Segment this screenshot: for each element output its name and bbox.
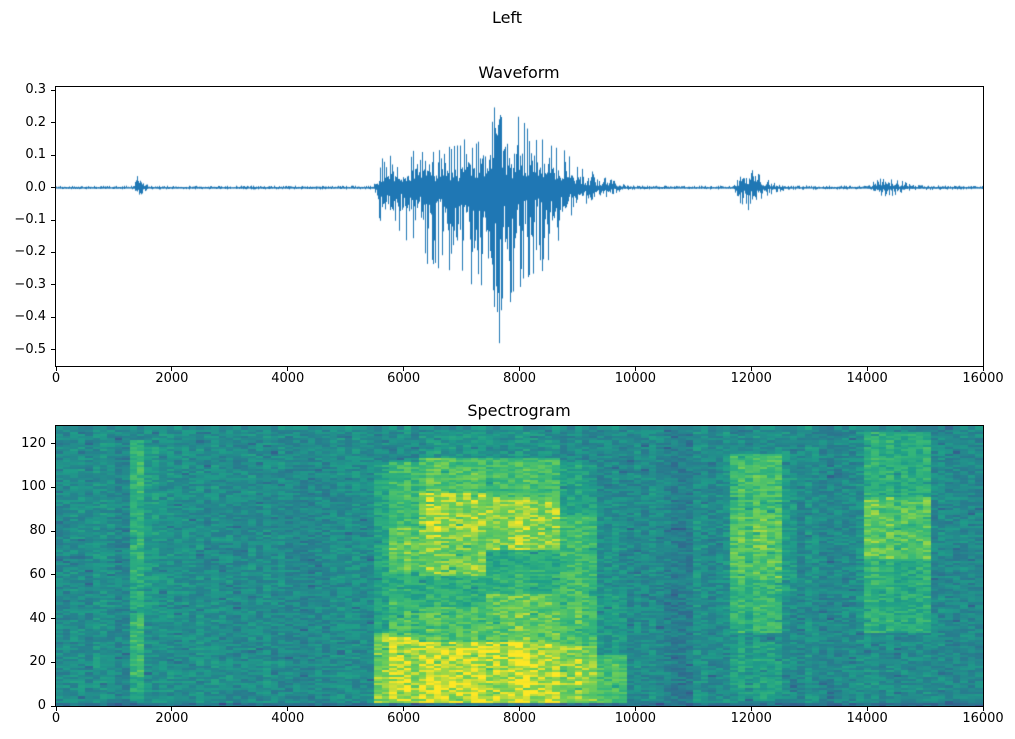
spectrogram-y-tick-label: 0 xyxy=(37,698,46,713)
waveform-x-tick xyxy=(982,367,984,371)
waveform-plot xyxy=(55,86,984,367)
waveform-y-tick xyxy=(51,154,55,156)
waveform-y-tick xyxy=(51,89,55,91)
spectrogram-x-tick xyxy=(866,707,868,711)
spectrogram-y-tick xyxy=(51,443,55,444)
waveform-y-tick-label: 0.3 xyxy=(25,82,46,98)
spectrogram-y-tick-label: 120 xyxy=(21,435,46,451)
spectrogram-y-tick xyxy=(51,618,55,619)
waveform-x-tick-label: 8000 xyxy=(502,371,537,386)
spectrogram-x-tick-label: 0 xyxy=(51,711,61,726)
waveform-canvas xyxy=(56,87,983,366)
spectrogram-x-tick-label: 10000 xyxy=(614,711,657,726)
spectrogram-x-tick xyxy=(171,707,173,711)
waveform-y-tick-label: −0.1 xyxy=(14,212,46,227)
spectrogram-x-tick xyxy=(403,707,405,711)
waveform-y-tick-label: −0.3 xyxy=(14,276,46,292)
waveform-y-tick-label: −0.4 xyxy=(14,309,46,325)
spectrogram-x-tick-label: 4000 xyxy=(271,711,305,726)
waveform-x-tick-label: 6000 xyxy=(387,371,421,386)
spectrogram-x-tick xyxy=(519,707,520,711)
spectrogram-x-tick-label: 2000 xyxy=(155,711,189,726)
spectrogram-title: Spectrogram xyxy=(467,401,571,420)
waveform-title: Waveform xyxy=(478,63,560,82)
waveform-y-tick-label: −0.5 xyxy=(14,341,46,357)
waveform-y-tick-label: 0.1 xyxy=(25,147,46,163)
spectrogram-x-tick-label: 8000 xyxy=(502,711,537,726)
waveform-y-tick xyxy=(51,316,55,318)
spectrogram-y-tick-label: 100 xyxy=(21,479,46,495)
waveform-x-tick xyxy=(403,367,405,371)
spectrogram-y-tick-label: 20 xyxy=(29,654,46,670)
waveform-y-tick xyxy=(51,284,55,286)
spectrogram-x-tick-label: 14000 xyxy=(846,711,888,726)
waveform-x-tick xyxy=(634,367,636,371)
spectrogram-x-tick-label: 12000 xyxy=(730,711,772,726)
waveform-y-tick xyxy=(51,122,55,124)
waveform-x-tick-label: 14000 xyxy=(846,371,888,386)
waveform-x-tick xyxy=(519,367,520,371)
figure-suptitle: Left xyxy=(491,8,523,27)
spectrogram-x-tick xyxy=(287,707,289,711)
waveform-x-tick xyxy=(171,367,173,371)
spectrogram-y-tick xyxy=(51,574,55,576)
waveform-y-tick xyxy=(51,349,55,351)
spectrogram-canvas xyxy=(56,426,983,706)
spectrogram-x-tick-label: 6000 xyxy=(387,711,421,726)
waveform-x-tick-label: 2000 xyxy=(155,371,189,386)
spectrogram-y-tick xyxy=(51,530,55,532)
spectrogram-y-tick xyxy=(51,661,55,663)
spectrogram-y-tick-label: 60 xyxy=(29,566,46,582)
waveform-x-tick xyxy=(866,367,868,371)
waveform-x-tick-label: 12000 xyxy=(730,371,772,386)
waveform-x-tick-label: 0 xyxy=(51,371,61,386)
spectrogram-x-tick xyxy=(634,707,636,711)
spectrogram-x-tick-label: 16000 xyxy=(962,711,1004,726)
waveform-x-tick-label: 16000 xyxy=(962,371,1004,386)
spectrogram-y-tick-label: 40 xyxy=(29,610,46,626)
spectrogram-y-tick xyxy=(51,486,55,488)
waveform-x-tick-label: 4000 xyxy=(271,371,305,386)
spectrogram-x-tick xyxy=(750,707,752,711)
waveform-x-tick xyxy=(55,367,57,371)
waveform-x-tick xyxy=(750,367,752,371)
waveform-y-tick xyxy=(51,251,55,253)
spectrogram-x-tick xyxy=(982,707,984,711)
spectrogram-y-tick xyxy=(51,705,55,707)
spectrogram-plot xyxy=(55,425,984,707)
spectrogram-x-tick xyxy=(55,707,57,711)
waveform-x-tick-label: 10000 xyxy=(614,371,657,386)
waveform-x-tick xyxy=(287,367,289,371)
waveform-y-tick xyxy=(51,219,55,221)
waveform-y-tick-label: −0.2 xyxy=(14,244,46,260)
waveform-y-tick xyxy=(51,187,55,189)
spectrogram-y-tick-label: 80 xyxy=(29,523,46,538)
waveform-y-tick-label: 0.0 xyxy=(25,179,46,195)
waveform-y-tick-label: 0.2 xyxy=(25,114,46,130)
